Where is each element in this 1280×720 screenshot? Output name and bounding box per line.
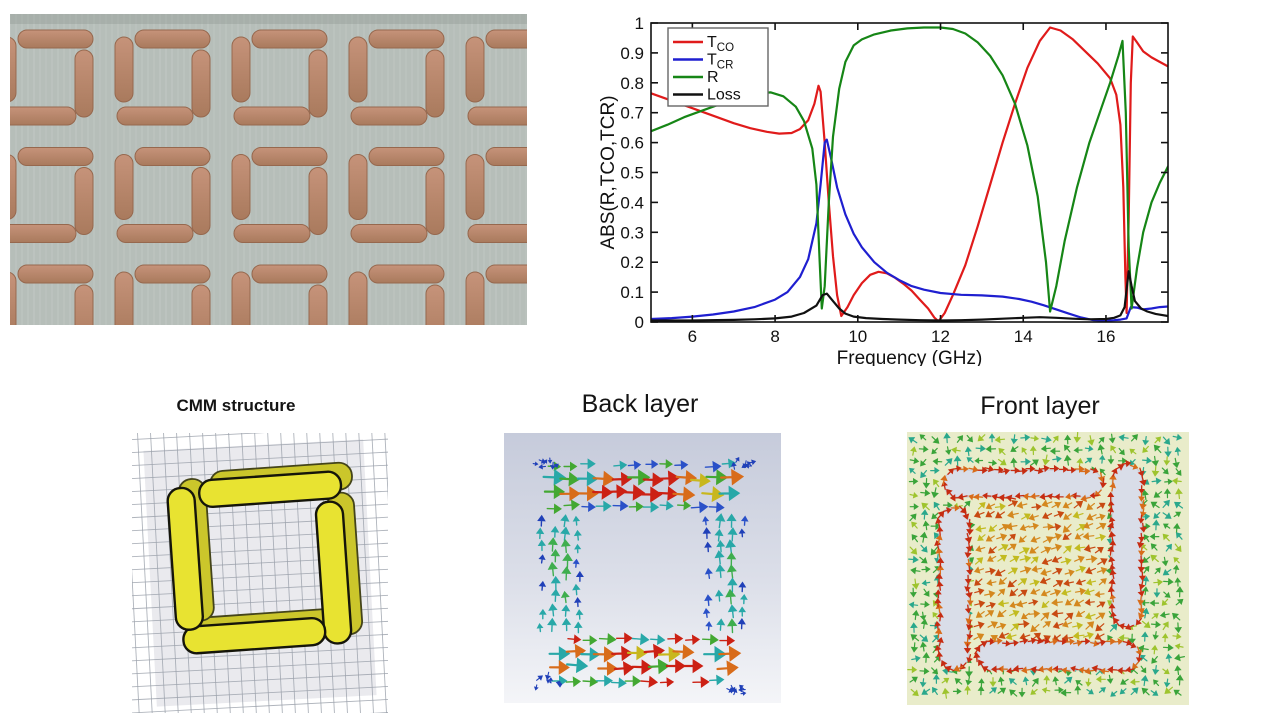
svg-text:0.3: 0.3 (620, 223, 644, 242)
svg-text:16: 16 (1096, 327, 1115, 346)
svg-text:TCR: TCR (707, 52, 733, 72)
svg-text:0.8: 0.8 (620, 74, 644, 93)
svg-text:14: 14 (1014, 327, 1033, 346)
front-layer-label: Front layer (980, 392, 1100, 420)
svg-text:0.6: 0.6 (620, 134, 644, 153)
svg-text:ABS(R,TCO,TCR): ABS(R,TCO,TCR) (600, 95, 619, 249)
copper-cell-array-graphic (0, 14, 562, 361)
svg-text:12: 12 (931, 327, 950, 346)
svg-text:0.5: 0.5 (620, 164, 644, 183)
back-layer-label: Back layer (581, 390, 699, 418)
fabricated-sample-photo (0, 14, 562, 361)
svg-text:1: 1 (635, 14, 644, 33)
svg-text:TCO: TCO (707, 34, 734, 54)
svg-text:Frequency (GHz): Frequency (GHz) (837, 348, 983, 366)
cmm-structure-graphic (93, 394, 441, 720)
front-layer-current-arrows (907, 431, 1189, 705)
svg-text:R: R (707, 69, 719, 86)
front-layer-field (907, 431, 1189, 705)
svg-text:0.1: 0.1 (620, 283, 644, 302)
svg-text:0.9: 0.9 (620, 44, 644, 63)
svg-text:0: 0 (635, 313, 644, 332)
svg-text:0.7: 0.7 (620, 104, 644, 123)
svg-text:0.4: 0.4 (620, 193, 644, 212)
svg-text:0.2: 0.2 (620, 253, 644, 272)
spectra-chart: 6 8 10 12 14 16 0 0.1 0.2 0.3 0.4 0.5 0.6 0.7 0.8 0.9 1 F… (600, 2, 1220, 366)
back-layer-current-arrows (504, 433, 781, 703)
back-layer-field (504, 433, 781, 703)
cmm-structure-render (93, 394, 441, 720)
svg-text:Loss: Loss (707, 87, 741, 104)
svg-text:8: 8 (770, 327, 779, 346)
svg-text:10: 10 (848, 327, 867, 346)
cmm-structure-label: CMM structure (176, 396, 296, 415)
svg-text:6: 6 (688, 327, 697, 346)
